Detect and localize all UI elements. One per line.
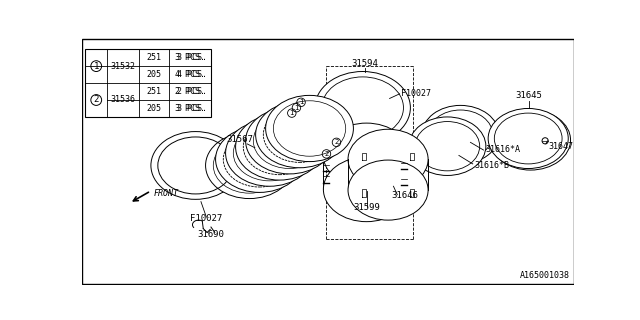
Text: 1: 1 [289, 110, 294, 116]
Ellipse shape [323, 123, 410, 188]
Text: 31567: 31567 [226, 135, 253, 144]
Ellipse shape [323, 157, 410, 222]
Ellipse shape [205, 132, 293, 198]
Ellipse shape [266, 95, 353, 162]
Text: 31646: 31646 [392, 191, 419, 200]
Ellipse shape [422, 105, 499, 164]
Text: 31594: 31594 [351, 59, 378, 68]
Text: 251: 251 [147, 53, 161, 62]
Text: 31536: 31536 [111, 95, 136, 105]
Text: F10027: F10027 [190, 214, 223, 223]
Ellipse shape [246, 108, 333, 174]
Ellipse shape [315, 71, 410, 144]
Text: F10027: F10027 [401, 89, 431, 98]
Text: 31690: 31690 [198, 230, 225, 239]
Text: 31599: 31599 [353, 203, 380, 212]
Ellipse shape [348, 160, 428, 220]
Text: 1: 1 [294, 105, 299, 111]
Text: 4 PCS.: 4 PCS. [175, 70, 205, 79]
Text: 3 PCS.: 3 PCS. [175, 53, 205, 62]
Text: 31532: 31532 [111, 62, 136, 71]
Ellipse shape [216, 126, 303, 192]
Text: 1: 1 [93, 62, 99, 71]
Text: 205: 205 [147, 104, 161, 113]
Ellipse shape [151, 132, 240, 199]
Ellipse shape [225, 120, 314, 186]
Text: 2: 2 [334, 139, 339, 145]
Ellipse shape [409, 117, 486, 175]
Text: 31647: 31647 [548, 141, 573, 150]
Text: 31616*A: 31616*A [485, 145, 520, 154]
Text: 4 PCS.: 4 PCS. [177, 70, 207, 79]
Text: 2: 2 [93, 95, 99, 105]
Text: 2 PCS.: 2 PCS. [177, 87, 207, 96]
Text: 2 PCS.: 2 PCS. [175, 87, 205, 96]
Ellipse shape [488, 108, 568, 169]
Bar [86, 49, 211, 117]
Text: 3 PCS.: 3 PCS. [175, 104, 205, 113]
Ellipse shape [255, 101, 344, 168]
Text: A165001038: A165001038 [520, 271, 570, 280]
Text: 251: 251 [147, 87, 161, 96]
Text: 3 PCS.: 3 PCS. [177, 53, 207, 62]
Text: 31645: 31645 [516, 92, 543, 100]
Text: 31616*B: 31616*B [474, 161, 509, 170]
Circle shape [542, 138, 548, 144]
Text: 2: 2 [324, 151, 329, 157]
Ellipse shape [348, 129, 428, 189]
Text: 1: 1 [299, 99, 303, 105]
Ellipse shape [236, 114, 323, 180]
Text: FRONT: FRONT [153, 189, 178, 198]
Text: 205: 205 [147, 70, 161, 79]
Text: 3 PCS.: 3 PCS. [177, 104, 207, 113]
